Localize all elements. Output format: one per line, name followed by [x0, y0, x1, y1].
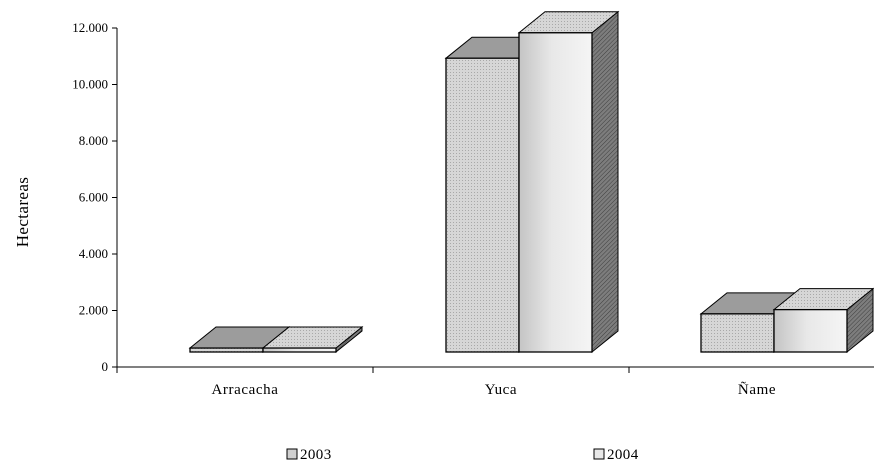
legend-item-2003[interactable]: 2003	[286, 447, 332, 461]
legend: 2003 2004	[286, 447, 639, 461]
y-tick-label: 4.000	[79, 246, 108, 261]
y-tick-label: 6.000	[79, 190, 108, 205]
y-tick-label: 0	[102, 359, 109, 374]
bar-side-face	[591, 10, 619, 354]
legend-label-2003: 2003	[300, 447, 332, 461]
bar-2004-arracacha[interactable]	[261, 325, 364, 354]
legend-item-2004[interactable]: 2004	[593, 447, 639, 461]
bar-front-face	[262, 347, 337, 353]
bar-front-face	[518, 32, 593, 353]
bar-front-face	[700, 313, 775, 353]
y-tick-label: 2.000	[79, 303, 108, 318]
bar-front-face	[773, 308, 848, 353]
bar-2004-yuca[interactable]	[517, 10, 620, 354]
bars-group	[188, 10, 874, 354]
legend-swatch-2004	[593, 448, 605, 460]
legend-label-2004: 2004	[607, 447, 639, 461]
bar-front-face	[445, 57, 520, 353]
x-tick-label: Arracacha	[211, 382, 278, 398]
x-axis: Arracacha Yuca Ñame	[116, 366, 874, 398]
x-tick-label: Ñame	[738, 382, 776, 398]
legend-swatch-2003	[286, 448, 298, 460]
x-tick-label: Yuca	[485, 382, 517, 398]
bar-2004-ñame[interactable]	[772, 287, 874, 354]
y-axis-title: Hectareas	[13, 177, 32, 248]
y-tick-label: 12.000	[72, 20, 108, 35]
y-axis: 0 2.000 4.000 6.000 8.000 10.000 12.000	[72, 20, 118, 374]
y-tick-label: 10.000	[72, 77, 108, 92]
bar-front-face	[189, 347, 264, 353]
y-tick-label: 8.000	[79, 133, 108, 148]
